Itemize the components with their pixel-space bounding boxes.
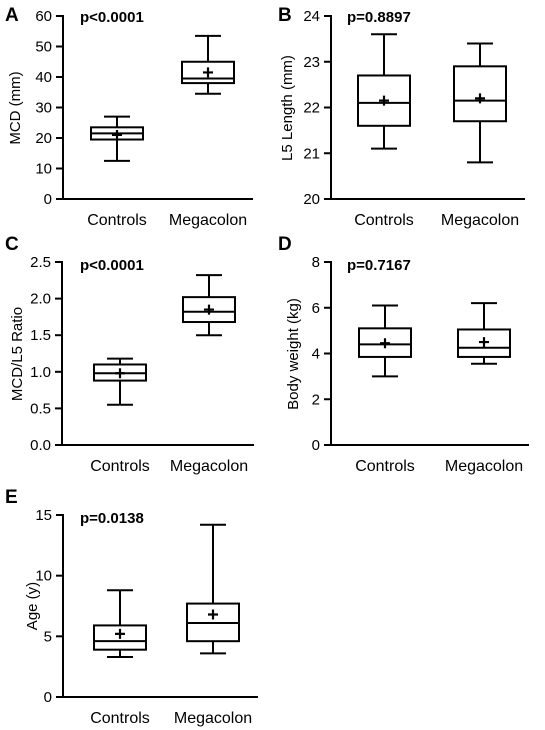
x-category-label: Megacolon	[445, 458, 523, 475]
panel-letter: A	[5, 5, 19, 26]
y-tick-label: 20	[303, 191, 320, 208]
y-axis-title: L5 Length (mm)	[279, 55, 296, 161]
y-tick-label: 0	[44, 689, 52, 706]
y-tick-label: 24	[303, 8, 320, 25]
y-tick-label: 30	[35, 100, 52, 117]
p-value-annotation: p<0.0001	[80, 9, 144, 26]
y-tick-label: 10	[35, 568, 52, 585]
x-category-label: Megacolon	[169, 212, 247, 229]
y-tick-label: 5	[44, 628, 52, 645]
panel-c: Cp<0.0001 0.0 0.5 1.0 1.5 2.0 2.5 MCD/L5 Ratio C…	[5, 234, 254, 475]
y-tick-label: 1.5	[30, 327, 51, 344]
y-axis-title: MCD (mm)	[7, 71, 24, 144]
box-controls	[358, 304, 412, 378]
x-category-label: Controls	[355, 458, 415, 475]
p-value-annotation: p=0.8897	[347, 9, 411, 26]
x-category-label: Megacolon	[441, 212, 519, 229]
p-value-annotation: p=0.0138	[80, 510, 144, 527]
y-tick-label: 6	[312, 300, 320, 317]
mean-marker	[380, 338, 390, 349]
y-tick-label: 2.5	[30, 254, 51, 271]
box-megacolon	[181, 34, 235, 95]
y-tick-label: 15	[35, 507, 52, 524]
y-tick-label: 20	[35, 130, 52, 147]
mean-marker	[479, 337, 489, 348]
box-controls	[93, 357, 147, 406]
x-category-label: Controls	[90, 458, 150, 475]
y-tick-label: 40	[35, 69, 52, 86]
y-tick-label: 2	[312, 391, 320, 408]
p-value-annotation: p<0.0001	[80, 257, 144, 274]
mean-marker	[208, 609, 218, 620]
y-tick-label: 0.5	[30, 400, 51, 417]
panel-letter: E	[5, 487, 18, 508]
x-category-label: Megacolon	[174, 710, 252, 727]
p-value-annotation: p=0.7167	[347, 257, 411, 274]
y-tick-label: 4	[312, 346, 320, 363]
y-tick-label: 1.0	[30, 364, 51, 381]
x-category-label: Controls	[87, 212, 147, 229]
panel-letter: C	[5, 234, 19, 255]
x-category-label: Controls	[90, 710, 150, 727]
box-megacolon	[457, 302, 511, 365]
y-tick-label: 23	[303, 54, 320, 71]
y-axis-title: Body weight (kg)	[285, 298, 302, 410]
mean-marker	[204, 304, 214, 315]
box-controls	[93, 589, 147, 658]
box-controls	[90, 115, 144, 162]
y-tick-label: 60	[35, 8, 52, 25]
mean-marker	[112, 129, 122, 140]
y-tick-label: 0	[312, 437, 320, 454]
y-tick-label: 50	[35, 39, 52, 56]
y-tick-label: 2.0	[30, 291, 51, 308]
mean-marker	[379, 95, 389, 106]
iqr-box	[357, 74, 411, 127]
x-category-label: Controls	[354, 212, 414, 229]
box-megacolon	[182, 274, 236, 337]
y-tick-label: 10	[35, 161, 52, 178]
mean-marker	[115, 628, 125, 639]
y-tick-label: 8	[312, 254, 320, 271]
box-megacolon	[186, 523, 240, 655]
panel-letter: D	[278, 234, 292, 255]
panel-d: Dp=0.7167 0 2 4 6 8 Body weight (kg) Controls Me…	[278, 234, 529, 475]
y-axis-title: Age (y)	[24, 582, 41, 630]
panel-letter: B	[278, 5, 292, 26]
y-tick-label: 0	[44, 191, 52, 208]
y-tick-label: 22	[303, 100, 320, 117]
y-tick-label: 21	[303, 145, 320, 162]
panel-e: Ep=0.0138 0 5 10 15 Age (y) Controls Megacolon	[5, 487, 258, 727]
x-category-label: Megacolon	[170, 458, 248, 475]
y-axis-title: MCD/L5 Ratio	[9, 307, 26, 401]
y-tick-label: 0.0	[30, 437, 51, 454]
mean-marker	[115, 368, 125, 379]
box-controls	[357, 33, 411, 150]
mean-marker	[475, 93, 485, 104]
box-megacolon	[453, 42, 507, 164]
mean-marker	[203, 67, 213, 78]
